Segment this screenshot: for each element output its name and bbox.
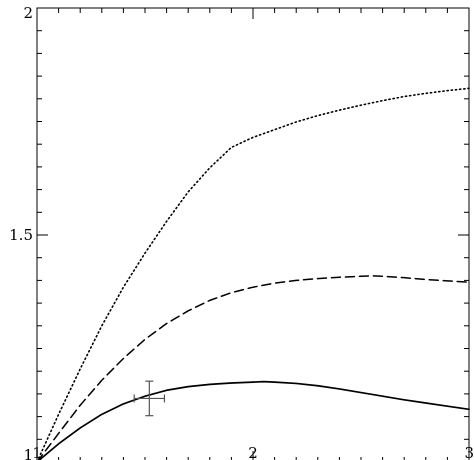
minor-ticks [36, 7, 470, 460]
x-tick-label: 3 [464, 444, 474, 460]
y-tick-label: 1.5 [9, 226, 33, 244]
y-tick-label: 2 [23, 4, 33, 22]
series-line-solid [38, 380, 470, 460]
tick-labels: 1 2 3 1 1.5 2 [9, 4, 474, 460]
series-line-dotted [37, 87, 470, 460]
x-tick-label: 1 [32, 444, 42, 460]
series-layer [37, 87, 470, 460]
major-ticks [36, 7, 470, 460]
error-point [133, 380, 166, 417]
series-line-dashed [37, 275, 470, 460]
plot-frame [36, 7, 470, 460]
x-tick-label: 2 [248, 444, 258, 460]
y-tick-label: 1 [23, 446, 33, 460]
